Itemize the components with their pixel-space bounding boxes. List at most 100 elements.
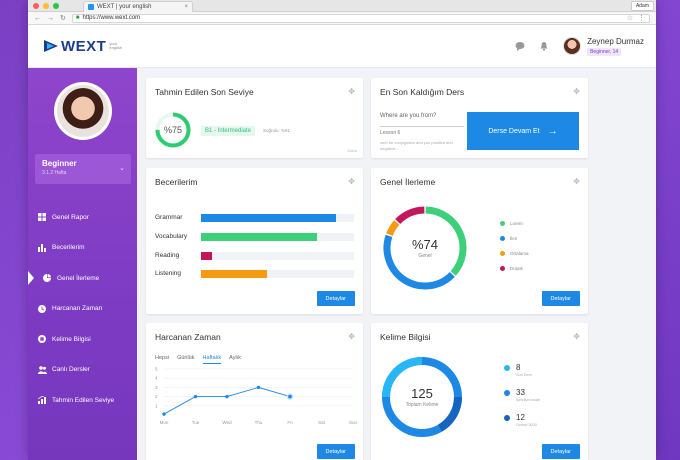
- x-tick-label: Sun: [349, 420, 358, 425]
- url-field[interactable]: ■ https://www.wext.com ☆ ⋮: [71, 13, 650, 23]
- continue-lesson-button[interactable]: Derse Devam Et →: [467, 112, 579, 150]
- stat-value: 33: [516, 388, 525, 397]
- last-lesson-card: En Son Kaldığım Ders ✥ Where are you fro…: [371, 78, 588, 158]
- people-icon: [38, 365, 47, 374]
- x-tick-label: Wed: [222, 420, 232, 425]
- move-icon[interactable]: ✥: [573, 332, 580, 341]
- skill-bar: [201, 233, 354, 241]
- sidebar-item-genel-ilerleme[interactable]: Genel İlerleme: [28, 263, 137, 294]
- user-avatar[interactable]: [563, 37, 582, 55]
- details-button[interactable]: Detaylar: [316, 291, 355, 306]
- tab-haftalik[interactable]: Haftalık: [202, 355, 222, 364]
- continue-lesson-label: Derse Devam Et: [488, 127, 540, 135]
- stat-label: Son Ders: [516, 373, 532, 377]
- progress-segment-1: [383, 234, 455, 290]
- stat-value: 8: [516, 363, 521, 372]
- details-button[interactable]: Detaylar: [541, 444, 580, 459]
- y-tick-label: 2: [155, 394, 158, 399]
- data-point[interactable]: [162, 412, 166, 416]
- card-title: Tahmin Edilen Son Seviye: [155, 87, 254, 97]
- minimize-window-icon[interactable]: [43, 2, 49, 9]
- sidebar-item-label: Genel Rapor: [52, 213, 89, 221]
- avatar: [57, 85, 109, 137]
- tab-gunluk[interactable]: Günlük: [177, 355, 195, 361]
- sidebar-item-kelime-bilgisi[interactable]: Kelime Bilgisi: [28, 324, 137, 355]
- legend-label: İleri: [510, 236, 518, 241]
- x-tick-label: Sat: [318, 420, 326, 425]
- details-button[interactable]: Detaylar: [316, 444, 355, 459]
- move-icon[interactable]: ✥: [348, 87, 355, 96]
- vocab-stat: 12 Oxford 3000: [504, 413, 540, 438]
- tab-hepsi[interactable]: Hepsi: [155, 355, 170, 361]
- menu-icon[interactable]: ⋮: [638, 15, 645, 22]
- skills-card: Becerilerim ✥ Grammar Vocabulary Reading…: [146, 168, 363, 314]
- y-tick-label: 1: [155, 403, 158, 408]
- sidebar-item-label: Becerilerim: [52, 244, 85, 252]
- tab-title: WEXT | your english: [97, 4, 152, 10]
- progress-donut-chart: [383, 206, 467, 290]
- legend-item: Ortalama: [500, 246, 529, 261]
- vocab-total-value: 125: [411, 386, 433, 401]
- reload-icon[interactable]: ↻: [60, 15, 66, 22]
- legend-dot-icon: [500, 236, 505, 241]
- tab-close-icon[interactable]: ×: [184, 4, 188, 10]
- logo-tagline: your english: [109, 41, 123, 50]
- skill-bar: [201, 252, 354, 260]
- card-footer-link[interactable]: Daha: [347, 148, 357, 153]
- sidebar-item-label: Tahmin Edilen Seviye: [52, 396, 115, 404]
- move-icon[interactable]: ✥: [348, 332, 355, 341]
- forward-icon[interactable]: →: [47, 14, 54, 22]
- stat-dot-icon: [504, 415, 510, 421]
- legend-dot-icon: [500, 266, 505, 271]
- x-tick-label: Fri: [287, 420, 292, 425]
- x-tick-label: Tue: [192, 420, 200, 425]
- arrow-right-icon: →: [547, 125, 558, 137]
- level-progress-ring: [155, 112, 191, 148]
- progress-segment-2: [386, 220, 400, 237]
- stat-label: Şimdiye kadar: [516, 398, 541, 402]
- data-point[interactable]: [225, 394, 229, 399]
- legend-item: Düşük: [500, 261, 529, 276]
- move-icon[interactable]: ✥: [348, 177, 355, 186]
- sidebar-item-becerilerim[interactable]: Becerilerim: [28, 233, 137, 264]
- sidebar-item-genel-rapor[interactable]: Genel Rapor: [28, 202, 137, 233]
- data-point[interactable]: [256, 385, 261, 390]
- star-icon[interactable]: ☆: [626, 15, 633, 22]
- vocab-stats: 8 Son Ders 33 Şimdiye kadar 12 Oxford 3000: [504, 363, 540, 438]
- browser-profile[interactable]: Adam: [630, 1, 654, 11]
- logo-mark-icon: [44, 40, 58, 52]
- bell-icon[interactable]: [539, 41, 549, 51]
- lesson-question: Where are you from?: [380, 113, 437, 119]
- skill-label: Reading: [155, 252, 180, 259]
- maximize-window-icon[interactable]: [53, 2, 59, 9]
- sidebar-item-harcanan-zaman[interactable]: Harcanan Zaman: [28, 294, 137, 325]
- user-name[interactable]: Zeynep Durmaz: [587, 36, 644, 46]
- browser-tab[interactable]: WEXT | your english ×: [83, 1, 193, 12]
- sidebar-menu: Genel Rapor Becerilerim Genel İlerleme: [28, 202, 137, 416]
- legend-dot-icon: [500, 251, 505, 256]
- data-point[interactable]: [193, 394, 198, 399]
- logo[interactable]: WEXT your english: [44, 38, 129, 55]
- back-icon[interactable]: ←: [34, 14, 41, 22]
- profile-photo[interactable]: [54, 82, 112, 140]
- url-text: https://www.wext.com: [82, 15, 141, 21]
- chat-icon[interactable]: [515, 41, 525, 51]
- progress-legend: Lorem İleri Ortalama Düşük: [500, 216, 529, 276]
- skill-bar: [201, 214, 354, 222]
- details-button[interactable]: Detaylar: [541, 291, 580, 306]
- move-icon[interactable]: ✥: [573, 87, 580, 96]
- tab-aylik[interactable]: Aylık: [229, 355, 241, 361]
- move-icon[interactable]: ✥: [573, 177, 580, 186]
- legend-label: Düşük: [510, 266, 523, 271]
- bar-chart-icon: [38, 243, 46, 252]
- browser-window: WEXT | your english × Adam ← → ↻ ■ https…: [28, 0, 656, 460]
- clock-icon: [38, 304, 46, 313]
- data-point[interactable]: [286, 393, 294, 400]
- sidebar-item-tahmin-edilen-seviye[interactable]: Tahmin Edilen Seviye: [28, 385, 137, 416]
- stat-dot-icon: [504, 390, 510, 396]
- sidebar: Beginner 3.1.2 Hafta ⌄ Genel Rapor Becer…: [28, 68, 137, 460]
- level-selector[interactable]: Beginner 3.1.2 Hafta ⌄: [35, 154, 131, 184]
- close-window-icon[interactable]: [33, 2, 39, 9]
- legend-item: İleri: [500, 231, 529, 246]
- sidebar-item-canli-dersler[interactable]: Canlı Dersler: [28, 355, 137, 386]
